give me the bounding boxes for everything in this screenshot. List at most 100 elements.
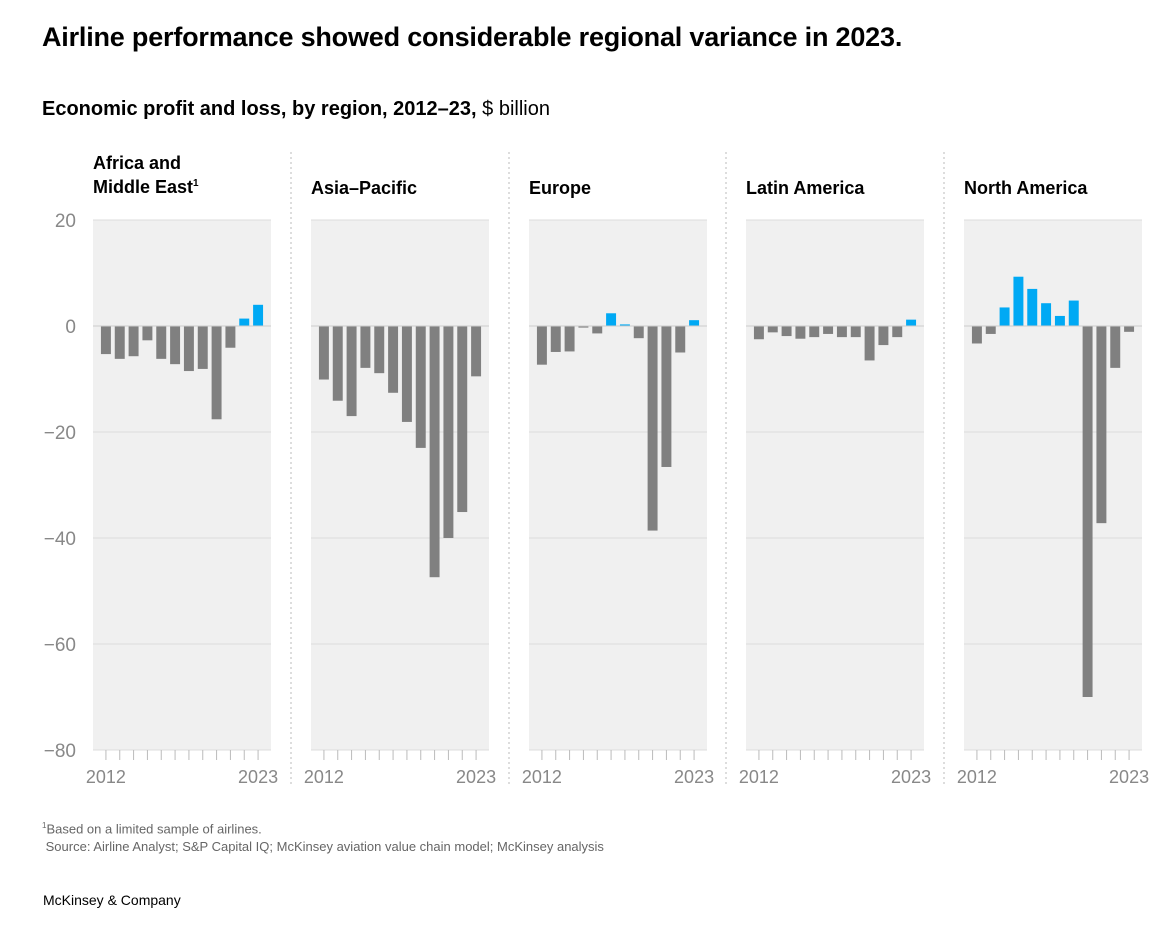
bar-2022 [239,318,250,326]
bar-2018 [401,326,412,422]
bar-2018 [836,326,847,338]
bar-2018 [1054,315,1065,326]
panel-latin-america: Latin America 2012 2023 [725,152,931,787]
panel-title: Africa and [93,153,181,173]
bar-2013 [767,326,778,333]
bar-2023 [906,319,917,326]
bar-2021 [1096,326,1107,524]
x-tick-label: 2023 [891,767,931,787]
bar-2015 [1013,276,1024,326]
y-tick-label: −40 [44,529,76,550]
footnote-1: 1Based on a limited sample of airlines. [42,817,604,838]
x-tick-label: 2012 [957,767,997,787]
bar-2020 [1082,326,1093,697]
bar-2017 [606,313,617,326]
bar-2022 [457,326,468,513]
bar-2019 [850,326,861,338]
source-note: Source: Airline Analyst; S&P Capital IQ;… [42,838,604,856]
bar-2014 [781,326,792,337]
bar-2023 [253,304,264,326]
bar-2012 [536,326,547,365]
bar-2022 [892,326,903,338]
panel-asia-pacific: Asia–Pacific 2012 2023 [290,152,496,787]
footnote-superscript: 1 [193,178,199,189]
footnote-text: Based on a limited sample of airlines. [46,821,262,837]
bar-2017 [823,326,834,334]
bar-2021 [225,326,236,348]
bar-2020 [864,326,875,361]
bar-2013 [332,326,343,401]
bar-2014 [346,326,357,417]
panel-background [746,220,924,750]
x-tick-label: 2023 [456,767,496,787]
bar-2020 [211,326,222,420]
panel-europe: Europe 2012 2023 [508,152,714,787]
bar-2018 [619,324,630,326]
bar-2016 [809,326,820,338]
bar-2020 [647,326,658,531]
bar-2014 [564,326,575,352]
x-tick-label: 2023 [238,767,278,787]
bar-2015 [360,326,371,368]
bar-2019 [1068,300,1079,326]
y-tick-label: −20 [44,423,76,444]
bar-2019 [415,326,426,448]
bar-2023 [689,320,700,326]
bar-2021 [661,326,672,467]
footnote-mark: 1 [42,821,47,830]
bar-2016 [1027,288,1038,326]
bar-2018 [183,326,194,372]
bar-2021 [443,326,454,538]
bar-2022 [1110,326,1121,368]
bar-2014 [999,307,1010,326]
bar-2012 [753,326,764,340]
brand-logo-text: McKinsey & Company [43,892,181,908]
subtitle-unit: $ billion [476,98,550,120]
source-text: Source: Airline Analyst; S&P Capital IQ;… [45,839,604,855]
bar-2022 [675,326,686,353]
chart-subtitle: Economic profit and loss, by region, 201… [42,98,550,121]
bar-2013 [114,326,125,359]
bar-2017 [388,326,399,393]
panel-title: Latin America [746,178,865,198]
panel-background [93,220,271,750]
panel-background [964,220,1142,750]
panel-africa-and-middle-east: Africa and Middle East1 2012 2023 [86,153,278,787]
bar-2015 [142,326,153,341]
bar-2016 [592,326,603,334]
bar-2023 [1124,326,1135,332]
bar-2014 [128,326,139,357]
bar-2016 [156,326,167,359]
panel-north-america: North America 2012 2023 [943,152,1149,787]
panel-title: North America [964,178,1088,198]
bar-2020 [429,326,440,578]
bar-2013 [550,326,561,352]
bar-2012 [100,326,111,355]
panel-background [529,220,707,750]
x-tick-label: 2012 [304,767,344,787]
footnotes: 1Based on a limited sample of airlines. … [42,817,604,856]
bar-2023 [471,326,482,377]
bar-2021 [878,326,889,346]
subtitle-main: Economic profit and loss, by region, 201… [42,98,477,120]
x-tick-label: 2023 [1109,767,1149,787]
x-tick-label: 2012 [86,767,126,787]
bar-2017 [1041,303,1052,326]
x-tick-label: 2023 [674,767,714,787]
bar-2012 [971,326,982,344]
chart-title: Airline performance showed considerable … [42,22,903,52]
bar-2012 [318,326,329,380]
bar-2019 [197,326,208,369]
y-tick-label: 20 [55,211,76,232]
x-tick-label: 2012 [522,767,562,787]
panel-title: Asia–Pacific [311,178,417,198]
bar-2015 [578,326,589,328]
y-tick-label: 0 [65,317,76,338]
bar-2016 [374,326,385,374]
panel-title: Middle East1 [93,177,199,197]
bar-2015 [795,326,806,339]
bar-2019 [633,326,644,339]
bar-2017 [170,326,181,365]
panel-title: Europe [529,178,591,198]
